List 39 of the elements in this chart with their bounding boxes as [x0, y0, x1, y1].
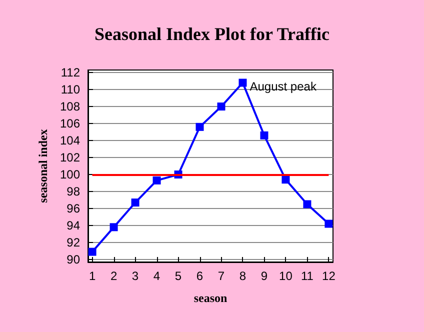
y-tick-label: 98: [66, 184, 80, 198]
point: [152, 176, 161, 184]
point: [88, 248, 96, 256]
y-tick-label: 110: [60, 82, 80, 97]
point: [110, 223, 118, 232]
y-tick-label: 112: [60, 66, 80, 80]
y-tick-label: 90: [66, 252, 80, 266]
x-tick-label: 4: [153, 269, 160, 283]
point: [131, 198, 140, 207]
x-tick-label: 12: [322, 269, 336, 283]
point: [196, 122, 204, 131]
y-tick-label: 94: [66, 218, 80, 232]
point: [324, 220, 333, 228]
x-tick-label: 11: [300, 269, 314, 283]
y-tick-label: 106: [60, 116, 80, 131]
x-tick-label: 9: [260, 269, 268, 283]
x-tick-label: 6: [196, 269, 204, 283]
x-tick-label: 3: [132, 269, 139, 283]
point: [303, 200, 312, 208]
x-tick-label: 10: [279, 269, 293, 283]
point: [217, 102, 226, 111]
y-axis-title: seasonal index: [36, 129, 50, 203]
annotation: August peak: [250, 80, 318, 94]
y-tick-label: 102: [60, 150, 80, 165]
y-tick-label: 100: [60, 167, 80, 182]
x-tick-label: 2: [110, 269, 118, 283]
x-tick-label: 1: [88, 269, 96, 283]
x-axis-title: season: [194, 291, 228, 305]
y-tick-label: 108: [60, 100, 80, 114]
x-tick-label: 8: [239, 269, 246, 283]
y-tick-label: 104: [60, 134, 80, 148]
point: [238, 78, 247, 87]
point: [260, 131, 268, 140]
chart-title: Seasonal Index Plot for Traffic: [94, 24, 330, 44]
y-tick-label: 96: [66, 201, 80, 216]
point: [282, 176, 290, 184]
x-tick-label: 7: [218, 269, 225, 283]
y-tick-label: 92: [66, 235, 80, 250]
x-tick-label: 5: [174, 269, 182, 283]
